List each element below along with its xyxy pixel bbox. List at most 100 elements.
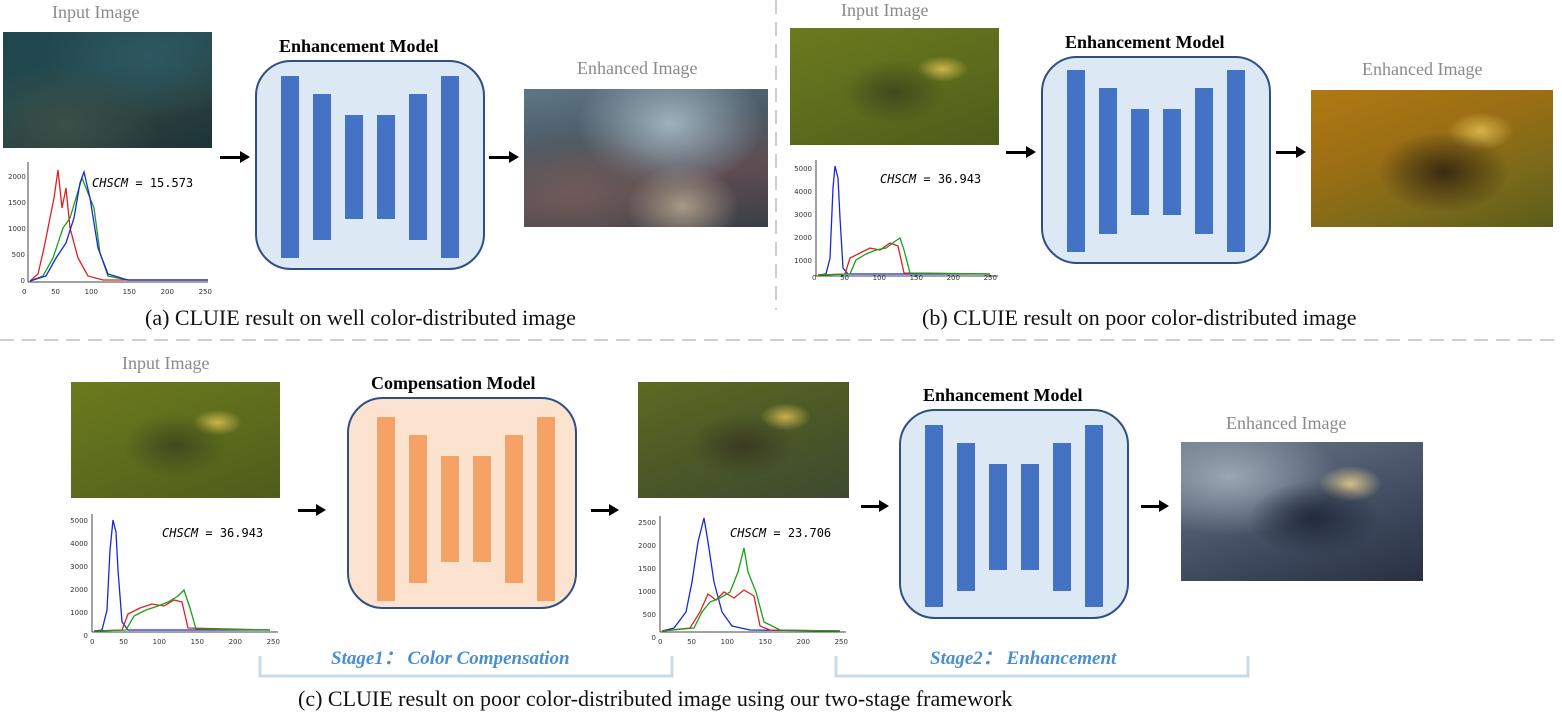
ytick: 1000: [794, 257, 812, 265]
xtick: 200: [160, 288, 174, 296]
ytick: 0: [651, 634, 656, 642]
panel-c-compensation-label: Compensation Model: [371, 373, 536, 393]
arrow-icon: [1276, 146, 1306, 158]
ytick: 0: [83, 632, 88, 640]
model-layer: [1099, 88, 1117, 234]
xtick: 50: [51, 288, 60, 296]
panel-b-chscm: CHSCM = 36.943: [880, 172, 982, 186]
xtick: 250: [266, 638, 280, 646]
xtick: 100: [152, 638, 166, 646]
panel-b-input-image: [790, 28, 999, 145]
model-layer: [409, 435, 427, 583]
xtick: 0: [812, 274, 817, 282]
panel-a-chscm: CHSCM = 15.573: [92, 176, 194, 190]
chscm-value: 36.943: [937, 172, 982, 186]
model-layer: [989, 464, 1007, 570]
ytick: 2000: [638, 542, 656, 550]
panel-c-enhanced-image: [1181, 442, 1423, 581]
model-layer: [957, 443, 975, 591]
xtick: 250: [983, 274, 997, 282]
chscm-value: 36.943: [219, 526, 264, 540]
panel-c-input-image: [71, 382, 280, 498]
xtick: 200: [946, 274, 960, 282]
model-layer: [1053, 443, 1071, 591]
panel-b-input-label: Input Image: [841, 0, 929, 20]
ytick: 2000: [794, 234, 812, 242]
chscm-name: CHSCM: [730, 526, 767, 540]
xtick: 0: [90, 638, 95, 646]
model-layer: [313, 94, 331, 240]
model-layer: [1085, 425, 1103, 607]
ytick: 1000: [8, 225, 26, 233]
model-layer: [1163, 109, 1181, 215]
xtick: 250: [198, 288, 212, 296]
panel-b-histogram: 5000 4000 3000 2000 1000 0 50 100 150 20…: [790, 158, 1000, 284]
xtick: 50: [119, 638, 128, 646]
panel-a-model-label: Enhancement Model: [279, 36, 439, 56]
panel-c-compensated-histogram: 2500 2000 1500 1000 500 0 0 50 100 150 2…: [630, 512, 850, 652]
model-layer: [537, 417, 555, 601]
panel-b-output-label: Enhanced Image: [1362, 59, 1483, 79]
arrow-icon: [1141, 500, 1169, 512]
panel-c-input-chscm: CHSCM = 36.943: [162, 526, 264, 540]
ytick: 1000: [70, 609, 88, 617]
panel-c-compensated-image: [638, 382, 849, 498]
model-layer: [1227, 70, 1245, 252]
model-layer: [1195, 88, 1213, 234]
panel-b-model-label: Enhancement Model: [1065, 32, 1225, 52]
panel-c-model-label: Enhancement Model: [923, 385, 1083, 405]
arrow-icon: [220, 151, 250, 163]
model-layer: [441, 456, 459, 562]
ytick: 2000: [8, 173, 26, 181]
ytick: 4000: [70, 540, 88, 548]
ytick: 4000: [794, 188, 812, 196]
model-layer: [377, 115, 395, 219]
panel-c-input-histogram: 5000 4000 3000 2000 1000 0 0 50 100 150 …: [60, 510, 282, 650]
xtick: 100: [720, 638, 734, 646]
panel-a-input-label: Input Image: [52, 2, 140, 22]
ytick: 2000: [70, 586, 88, 594]
xtick: 50: [840, 274, 849, 282]
xtick: 200: [796, 638, 810, 646]
panel-c-input-label: Input Image: [122, 353, 210, 373]
panel-c-output-label: Enhanced Image: [1226, 413, 1347, 433]
panel-a-output-label: Enhanced Image: [577, 58, 698, 78]
panel-a-histogram: 2000 1500 1000 500 0 0 50 100 150 200 25…: [8, 158, 212, 300]
arrow-icon: [489, 151, 519, 163]
ytick: 2500: [638, 519, 656, 527]
model-layer: [1021, 464, 1039, 570]
panel-b-enhancement-model: [1041, 56, 1271, 264]
arrow-icon: [861, 500, 889, 512]
chscm-name: CHSCM: [880, 172, 917, 186]
panel-a-input-image: [3, 32, 212, 148]
model-layer: [925, 425, 943, 607]
arrow-icon: [1006, 146, 1036, 158]
model-layer: [441, 76, 459, 258]
panel-c-caption: (c) CLUIE result on poor color-distribut…: [298, 686, 1013, 711]
panel-c-compensation-model: [347, 397, 577, 609]
panel-a-enhancement-model: [255, 60, 485, 270]
ytick: 0: [20, 277, 25, 285]
model-layer: [409, 94, 427, 240]
model-layer: [281, 76, 299, 258]
xtick: 150: [909, 274, 923, 282]
xtick: 250: [834, 638, 848, 646]
model-layer: [377, 417, 395, 601]
panel-b-enhanced-image: [1311, 90, 1553, 227]
chscm-name: CHSCM: [162, 526, 199, 540]
ytick: 1500: [8, 199, 26, 207]
stage1-label: Stage1： Color Compensation: [331, 648, 570, 669]
panel-b-caption: (b) CLUIE result on poor color-distribut…: [922, 305, 1357, 330]
arrow-icon: [298, 504, 326, 516]
ytick: 500: [642, 611, 656, 619]
chscm-value: 15.573: [149, 176, 194, 190]
xtick: 0: [22, 288, 27, 296]
stage2-label: Stage2： Enhancement: [930, 648, 1117, 669]
chscm-name: CHSCM: [92, 176, 129, 190]
xtick: 50: [687, 638, 696, 646]
xtick: 150: [758, 638, 772, 646]
xtick: 150: [190, 638, 204, 646]
xtick: 150: [122, 288, 136, 296]
model-layer: [1067, 70, 1085, 252]
